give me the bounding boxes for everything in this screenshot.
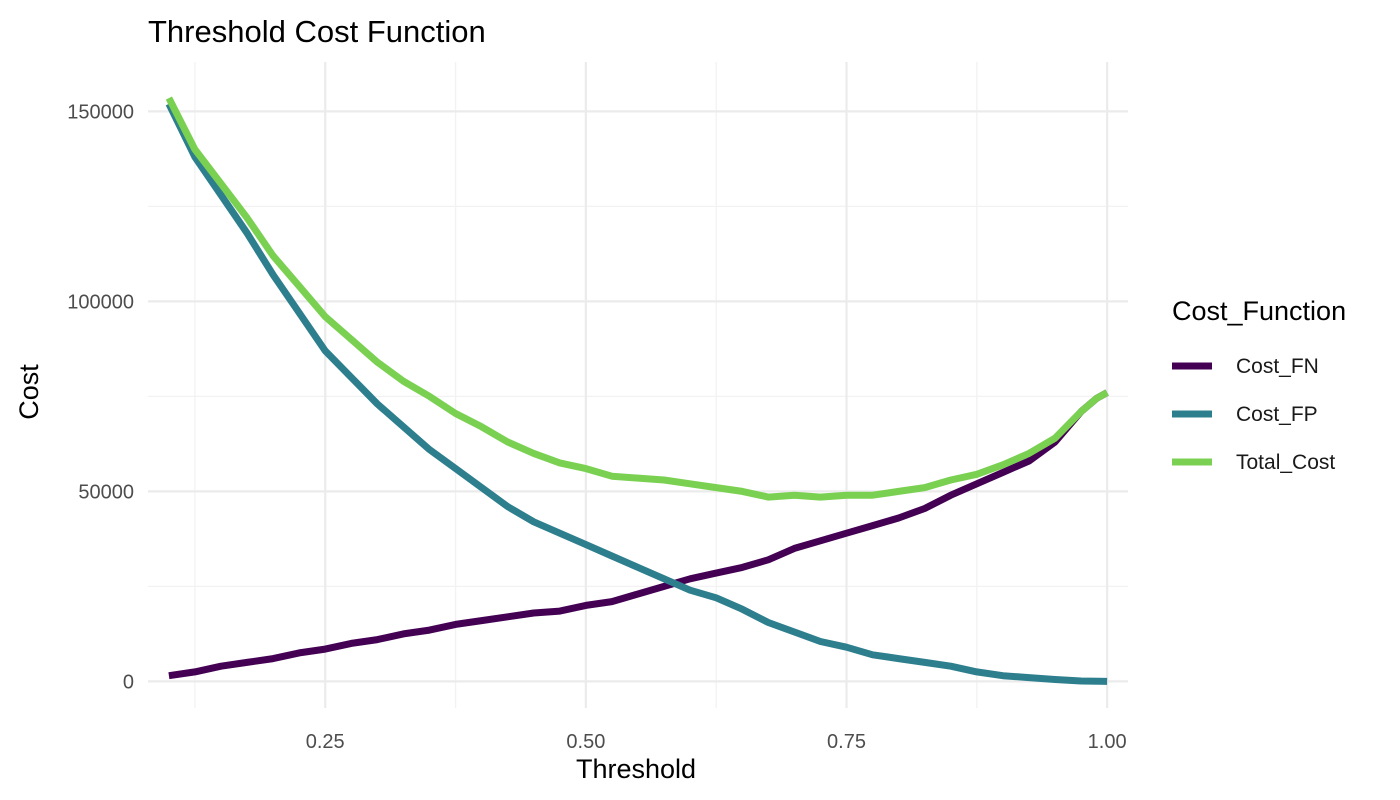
y-tick-label: 0 xyxy=(123,671,134,693)
legend-label: Total_Cost xyxy=(1236,451,1335,474)
y-axis-title: Cost xyxy=(14,364,44,420)
series-line-total-cost xyxy=(165,96,1109,501)
legend: Cost_Function Cost_FN Cost_FP Total_Cost xyxy=(1172,296,1346,474)
series-line-cost-fn xyxy=(168,389,1109,680)
legend-label: Cost_FP xyxy=(1236,403,1318,426)
y-tick-label: 150000 xyxy=(67,101,134,123)
legend-title: Cost_Function xyxy=(1172,296,1346,326)
x-tick-label: 1.00 xyxy=(1088,731,1127,753)
grid xyxy=(148,62,1128,708)
y-tick-label: 100000 xyxy=(67,291,134,313)
x-axis-title: Threshold xyxy=(576,754,696,784)
legend-items: Cost_FN Cost_FP Total_Cost xyxy=(1172,355,1335,474)
series-layer xyxy=(165,96,1109,685)
x-tick-label: 0.75 xyxy=(827,731,866,753)
y-tick-label: 50000 xyxy=(78,481,134,503)
chart-title: Threshold Cost Function xyxy=(148,14,486,49)
x-tick-labels: 0.25 0.50 0.75 1.00 xyxy=(306,731,1127,753)
legend-label: Cost_FN xyxy=(1236,355,1319,378)
series-line-cost-fp xyxy=(165,102,1108,685)
x-tick-label: 0.25 xyxy=(306,731,345,753)
y-tick-labels: 0 50000 100000 150000 xyxy=(67,101,134,693)
x-tick-label: 0.50 xyxy=(566,731,605,753)
